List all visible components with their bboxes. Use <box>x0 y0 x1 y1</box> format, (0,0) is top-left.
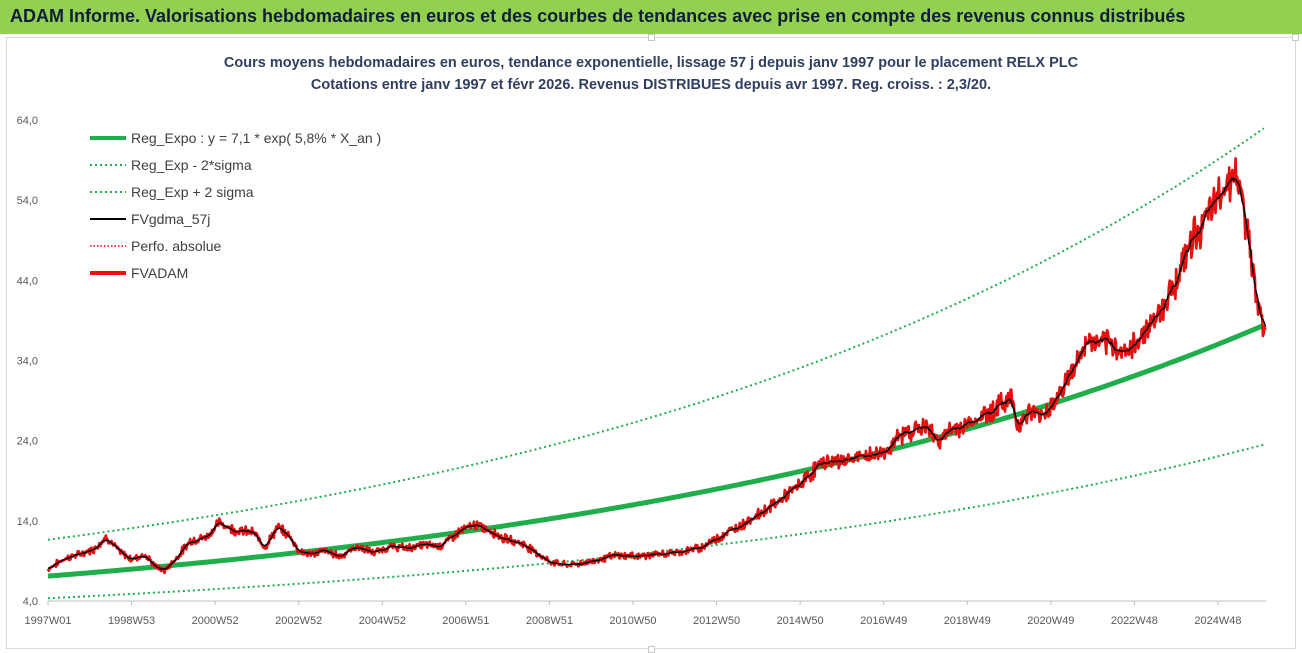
reg-exp-plus-2-sigma-line <box>47 127 1265 541</box>
resize-handle-right[interactable] <box>1292 34 1299 41</box>
x-tick-label: 2024W48 <box>1194 615 1241 627</box>
legend-label: Reg_Expo : y = 7,1 * exp( 5,8% * X_an ) <box>131 130 381 146</box>
chart-subtitle: Cotations entre janv 1997 et févr 2026. … <box>310 77 992 93</box>
reg-expo-line <box>47 323 1265 579</box>
y-tick-label: 34,0 <box>17 356 38 368</box>
y-tick-label: 44,0 <box>17 275 38 287</box>
x-tick-label: 2010W50 <box>609 615 656 627</box>
x-tick-label: 2000W52 <box>192 615 239 627</box>
x-tick-label: 2018W49 <box>944 615 991 627</box>
x-tick-label: 2012W50 <box>693 615 740 627</box>
y-tick-label: 64,0 <box>17 115 38 127</box>
legend-label: Reg_Exp - 2*sigma <box>131 157 252 173</box>
y-tick-label: 14,0 <box>17 516 38 528</box>
chart-titles: Cours moyens hebdomadaires en euros, ten… <box>0 52 1302 96</box>
reg-exp-minus-2-sigma-line <box>47 443 1265 600</box>
x-tick-label: 1997W01 <box>24 615 71 627</box>
legend-label: FVADAM <box>131 265 188 281</box>
plot-series <box>46 127 1267 600</box>
x-tick-label: 2022W48 <box>1111 615 1158 627</box>
chart-title: Cours moyens hebdomadaires en euros, ten… <box>223 55 1079 71</box>
x-tick-label: 1998W53 <box>108 615 155 627</box>
y-tick-label: 54,0 <box>17 195 38 207</box>
legend-label: FVgdma_57j <box>131 211 210 227</box>
x-tick-label: 2006W51 <box>442 615 489 627</box>
x-tick-label: 2008W51 <box>526 615 573 627</box>
legend-label: Perfo. absolue <box>131 238 221 254</box>
y-axis: 4,0 14,0 24,0 34,0 44,0 54,0 64,0 <box>17 115 38 608</box>
resize-handle-top[interactable] <box>648 34 655 41</box>
x-tick-label: 2020W49 <box>1027 615 1074 627</box>
x-tick-label: 2016W49 <box>860 615 907 627</box>
y-tick-label: 4,0 <box>23 596 38 608</box>
x-tick-label: 2004W52 <box>359 615 406 627</box>
fvgdma-57j-line <box>47 176 1267 571</box>
legend: Reg_Expo : y = 7,1 * exp( 5,8% * X_an ) R… <box>90 130 381 281</box>
chart-panel[interactable] <box>6 37 1296 649</box>
legend-label: Reg_Exp + 2 sigma <box>131 184 254 200</box>
report-banner: ADAM Informe. Valorisations hebdomadaire… <box>0 0 1302 34</box>
x-tick-label: 2014W50 <box>777 615 824 627</box>
x-axis: 1997W01 1998W53 2000W52 2002W52 2004W52 2006W… <box>24 601 1241 627</box>
fvadam-line <box>46 157 1267 575</box>
y-tick-label: 24,0 <box>17 436 38 448</box>
x-tick-label: 2002W52 <box>275 615 322 627</box>
